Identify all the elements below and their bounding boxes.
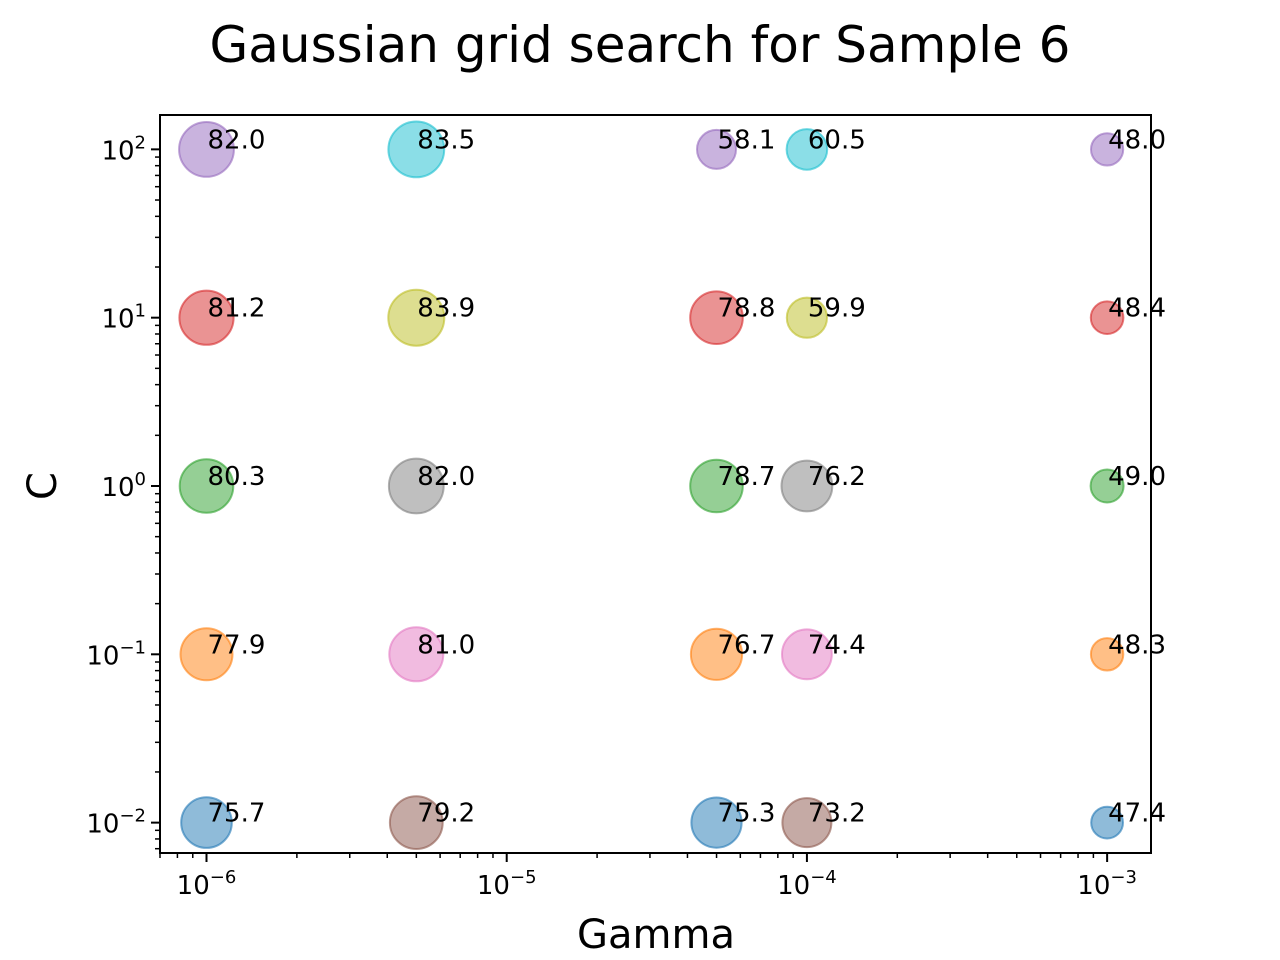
data-label: 59.9	[808, 294, 866, 324]
data-point	[387, 288, 446, 347]
data-label: 78.7	[718, 462, 776, 492]
tick-exponent: −5	[510, 867, 537, 888]
tick-exponent: −6	[210, 867, 237, 888]
data-point	[780, 459, 834, 513]
data-label: 81.0	[417, 630, 475, 660]
data-label: 82.0	[417, 462, 475, 492]
data-point	[1089, 300, 1125, 336]
x-tick-label: 10−3	[1077, 867, 1137, 901]
data-point	[1090, 132, 1125, 167]
tick-base: 10	[1077, 871, 1110, 901]
data-point	[785, 296, 829, 339]
x-tick-label: 10−6	[177, 867, 237, 901]
tick-exponent: −2	[119, 806, 146, 827]
data-label: 48.4	[1108, 294, 1166, 324]
data-point	[1090, 805, 1124, 840]
points-layer	[178, 120, 1125, 850]
data-label: 48.0	[1108, 125, 1166, 155]
data-label: 80.3	[208, 462, 266, 492]
tick-base: 10	[101, 473, 134, 503]
tick-exponent: 1	[135, 301, 146, 322]
y-tick-label: 100	[101, 469, 146, 503]
data-label: 75.7	[208, 799, 266, 829]
data-label: 75.3	[718, 799, 776, 829]
data-point	[388, 626, 445, 683]
tick-base: 10	[777, 871, 810, 901]
y-tick-label: 101	[101, 301, 146, 335]
x-tick-label: 10−4	[777, 867, 837, 901]
data-label: 79.2	[417, 799, 475, 829]
data-point	[178, 120, 235, 178]
data-label: 76.7	[718, 630, 776, 660]
y-tick-label: 10−2	[86, 806, 146, 840]
y-tick-label: 10−1	[86, 637, 146, 671]
tick-exponent: −1	[119, 637, 146, 658]
tick-base: 10	[101, 305, 134, 335]
x-axis-ticks: 10−6 10−5 10−4 10−3	[159, 853, 1137, 901]
tick-base: 10	[86, 810, 119, 840]
y-axis-label: C	[20, 472, 66, 500]
x-tick-label: 10−5	[477, 867, 537, 901]
data-labels-layer: 75.7 77.9 80.3 81.2 82.0 79.2 81.0 82.0 83.9 83.5…	[208, 125, 1166, 828]
data-label: 47.4	[1108, 799, 1166, 829]
data-label: 49.0	[1108, 462, 1166, 492]
data-point	[387, 457, 445, 515]
tick-base: 10	[86, 641, 119, 671]
data-label: 83.5	[417, 125, 475, 155]
data-label: 58.1	[718, 125, 776, 155]
data-label: 73.2	[808, 799, 866, 829]
data-point	[1089, 637, 1125, 672]
data-point	[387, 120, 446, 179]
tick-exponent: 2	[135, 132, 146, 153]
data-label: 78.8	[718, 294, 776, 324]
data-point	[178, 458, 235, 514]
data-point	[1089, 468, 1125, 504]
data-label: 77.9	[208, 630, 266, 660]
data-label: 82.0	[208, 125, 266, 155]
data-label: 48.3	[1108, 630, 1166, 660]
data-point	[690, 796, 743, 849]
y-tick-label: 102	[101, 132, 146, 166]
data-label: 60.5	[808, 125, 866, 155]
tick-base: 10	[477, 871, 510, 901]
data-point	[689, 290, 744, 346]
data-label: 76.2	[808, 462, 866, 492]
data-point	[178, 289, 235, 346]
tick-base: 10	[101, 136, 134, 166]
plot-frame	[159, 114, 1152, 854]
data-point	[696, 128, 737, 170]
x-axis-label: Gamma	[577, 912, 735, 958]
data-point	[689, 627, 744, 681]
tick-exponent: 0	[135, 469, 146, 490]
data-label: 81.2	[208, 294, 266, 324]
data-point	[781, 628, 833, 681]
data-point	[180, 796, 233, 849]
data-label: 74.4	[808, 630, 866, 660]
tick-base: 10	[177, 871, 210, 901]
tick-exponent: −4	[810, 867, 837, 888]
data-point	[785, 128, 829, 171]
data-point	[689, 458, 744, 514]
tick-exponent: −3	[1110, 867, 1137, 888]
data-point	[179, 627, 234, 682]
data-label: 83.9	[417, 294, 475, 324]
data-point	[781, 797, 833, 849]
data-point	[388, 795, 444, 850]
chart-title: Gaussian grid search for Sample 6	[210, 16, 1071, 74]
